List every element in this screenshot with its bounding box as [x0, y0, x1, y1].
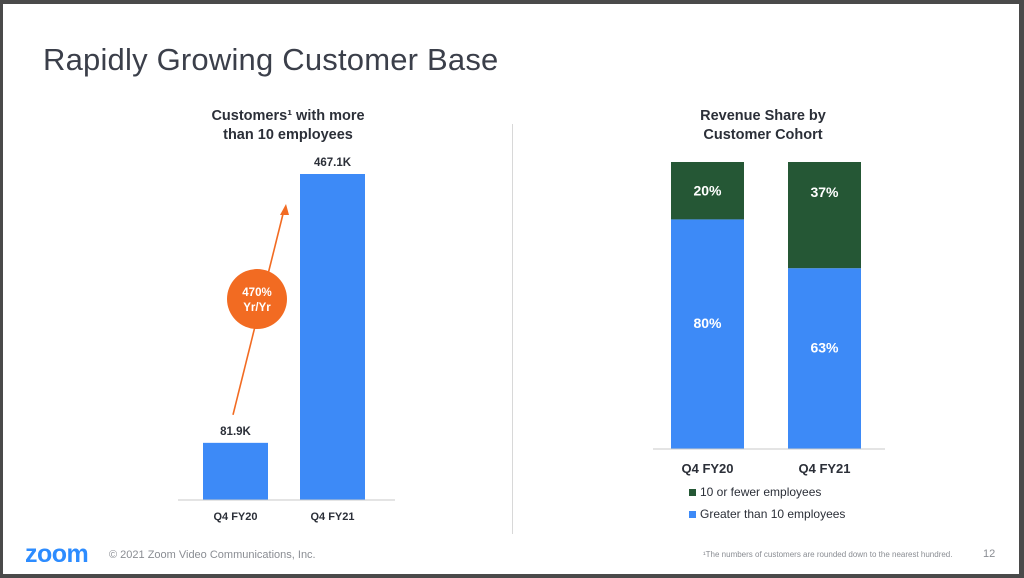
revenue-chart-title: Revenue Share by Customer Cohort [643, 107, 883, 145]
legend-label-small: 10 or fewer employees [700, 485, 822, 499]
revenue-segment-label-1-2: 20% [693, 183, 722, 199]
customers-chart-title-line1: Customers¹ with more [211, 108, 365, 124]
chart-divider [512, 124, 513, 534]
customers-bar-1 [203, 442, 268, 500]
legend-label-large: Greater than 10 employees [700, 507, 846, 521]
legend-item-small: 10 or fewer employees [689, 481, 845, 503]
revenue-bar-2-segment-1 [788, 268, 861, 449]
zoom-logo: zoom [25, 540, 89, 568]
customers-value-label-2: 467.1K [314, 157, 352, 169]
revenue-stacked-bar-chart: 80% 20% Q4 FY20 63% 37% Q4 FY21 [653, 162, 885, 476]
revenue-chart-title-line2: Customer Cohort [703, 127, 823, 143]
legend-item-large: Greater than 10 employees [689, 503, 845, 525]
revenue-category-label-1: Q4 FY20 [681, 461, 733, 476]
customers-category-label-2: Q4 FY21 [310, 511, 354, 523]
legend-swatch-small [689, 488, 696, 496]
footnote-text: ¹The numbers of customers are rounded do… [703, 550, 953, 559]
customers-bar-2 [300, 174, 365, 500]
legend-swatch-large [689, 510, 696, 518]
customers-chart-title-line2: than 10 employees [223, 127, 353, 143]
customers-value-label-1: 81.9K [220, 426, 251, 438]
revenue-segment-label-2-1: 63% [810, 340, 839, 356]
revenue-legend: 10 or fewer employees Greater than 10 em… [689, 481, 845, 525]
customers-bar-chart: 81.9K Q4 FY20 467.1K Q4 FY21 470% Yr/Yr [178, 157, 395, 523]
copyright-text: © 2021 Zoom Video Communications, Inc. [109, 549, 316, 561]
slide: Rapidly Growing Customer Base Customers¹… [3, 4, 1019, 574]
growth-badge [227, 269, 287, 329]
growth-arrow-head [280, 204, 289, 215]
revenue-segment-label-2-2: 37% [810, 184, 839, 200]
revenue-bar-1-segment-2 [671, 162, 744, 220]
revenue-segment-label-1-1: 80% [693, 315, 722, 331]
revenue-bar-1-segment-1 [671, 219, 744, 449]
customers-category-label-1: Q4 FY20 [213, 511, 257, 523]
slide-title: Rapidly Growing Customer Base [43, 42, 499, 77]
revenue-category-label-2: Q4 FY21 [798, 461, 850, 476]
customers-chart-title: Customers¹ with more than 10 employees [163, 107, 413, 145]
growth-badge-line2: Yr/Yr [243, 302, 271, 314]
growth-badge-line1: 470% [242, 287, 271, 299]
revenue-chart-title-line1: Revenue Share by [700, 108, 826, 124]
page-number: 12 [983, 548, 996, 560]
revenue-bar-2-segment-2 [788, 162, 861, 269]
